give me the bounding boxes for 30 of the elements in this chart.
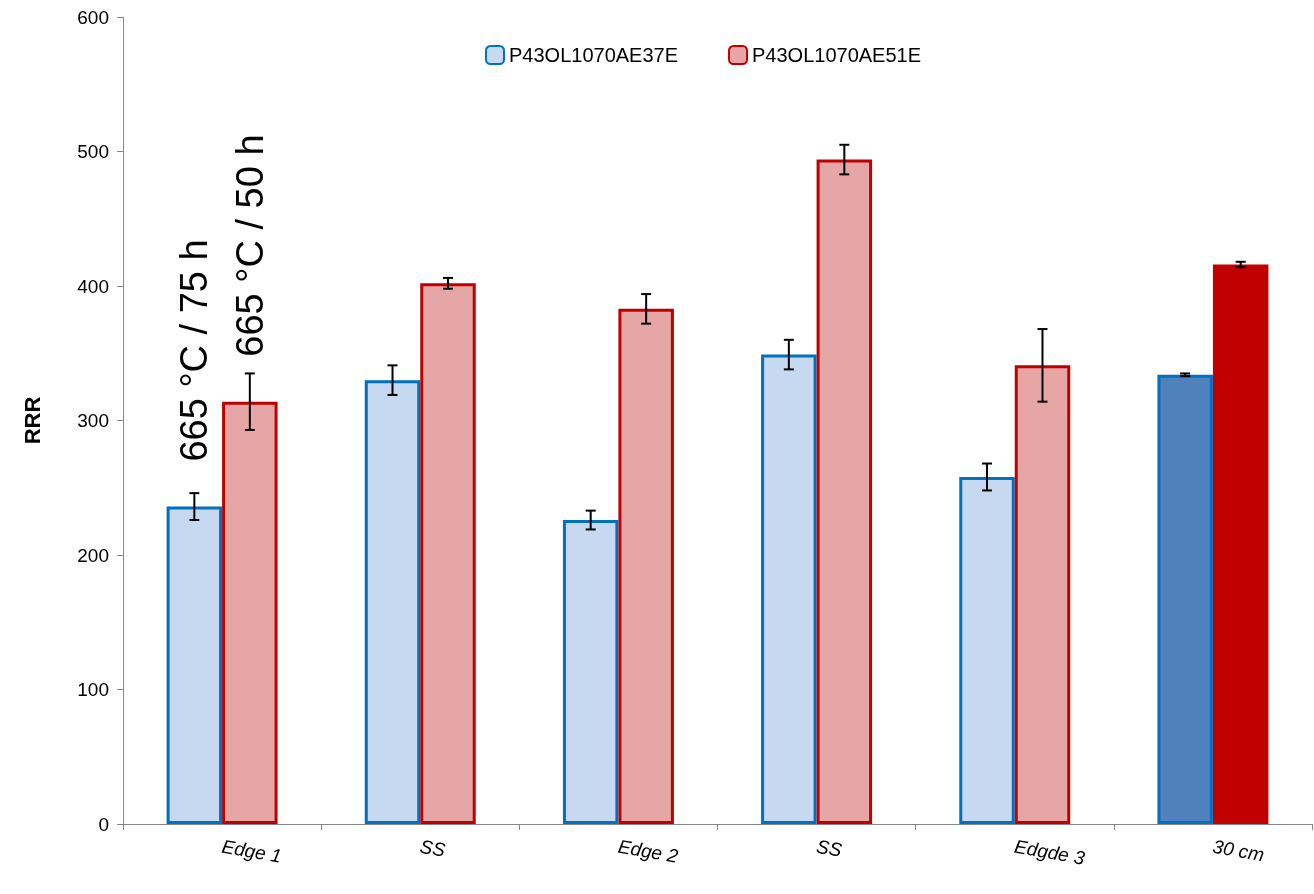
x-tick-label: SS bbox=[814, 835, 844, 861]
y-tick-label: 200 bbox=[77, 544, 109, 566]
y-tick-label: 600 bbox=[77, 6, 109, 28]
bar bbox=[618, 308, 674, 824]
bar bbox=[562, 520, 619, 824]
x-tick-label: 30 cm bbox=[1211, 835, 1266, 866]
legend-label: P43OL1070AE51E bbox=[752, 44, 922, 66]
y-tick-label: 500 bbox=[77, 141, 109, 162]
bar bbox=[816, 159, 873, 824]
x-tick-label: Edge 1 bbox=[220, 835, 284, 867]
bar bbox=[1157, 374, 1213, 824]
bar bbox=[959, 476, 1015, 824]
bar bbox=[420, 283, 476, 824]
annotation: 665 °C / 50 h bbox=[228, 134, 271, 357]
x-tick-label: SS bbox=[418, 835, 448, 861]
bar bbox=[166, 506, 223, 824]
bar bbox=[222, 401, 278, 824]
y-tick-label: 100 bbox=[77, 679, 109, 700]
y-tick-label: 300 bbox=[77, 410, 109, 431]
y-tick-label: 0 bbox=[98, 813, 109, 835]
x-tick-label: Edge 2 bbox=[616, 835, 680, 867]
bar bbox=[1212, 264, 1269, 824]
legend-label: P43OL1070AE37E bbox=[509, 44, 679, 66]
bar bbox=[1014, 365, 1071, 824]
x-tick-label: Edgde 3 bbox=[1012, 835, 1087, 869]
bar bbox=[761, 354, 817, 824]
annotation: 665 °C / 75 h bbox=[173, 239, 216, 462]
y-tick-label: 400 bbox=[77, 275, 109, 297]
y-axis-title: RRR bbox=[19, 396, 45, 445]
bar bbox=[364, 380, 421, 824]
